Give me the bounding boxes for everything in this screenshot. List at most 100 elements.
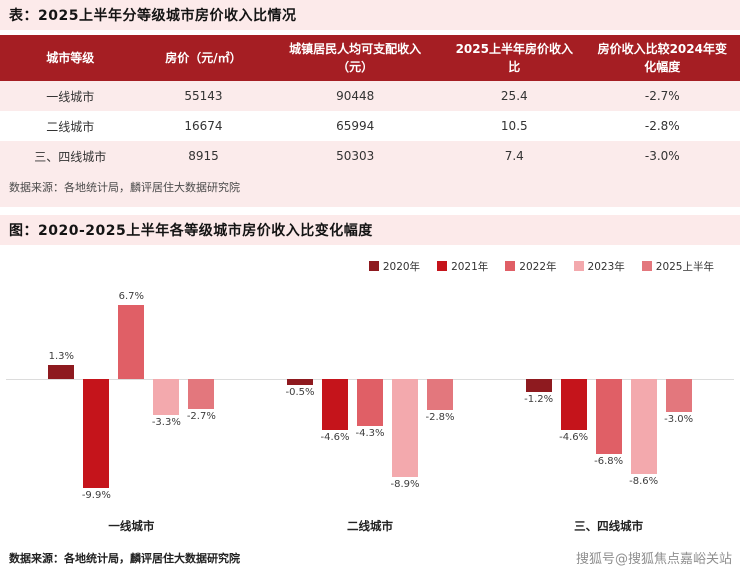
legend-label: 2020年 [382,260,421,273]
bar-column: -8.9% [390,279,419,514]
bar-2023年-二线城市 [391,379,418,477]
bar-column: 1.3% [48,279,75,514]
bar-value-label: -3.0% [664,414,694,425]
table-title: 表：2025上半年分等级城市房价收入比情况 [0,0,740,30]
bar-group-2: -0.5% -4.6% -4.3% -8.9% -2.8% [285,279,454,514]
table-row: 二线城市 16674 65994 10.5 -2.8% [0,111,740,141]
category-row: 一线城市 二线城市 三、四线城市 [0,518,740,534]
bar-chart-plot: 1.3% -9.9% 6.7% -3.3% -2.7% -0.5% -4.6% -4.3% -8… [0,279,740,514]
bar-value-label: 6.7% [118,291,145,303]
bar-column: -9.9% [82,279,111,514]
legend-swatch [573,261,584,271]
legend-swatch [641,261,652,271]
legend-swatch [368,261,379,271]
section-gap [0,207,740,215]
cell-ratio: 10.5 [443,111,585,141]
chart-legend: 2020年 2021年 2022年 2023年 2025上半年 [0,245,740,279]
legend-label: 2021年 [451,260,489,273]
bar-column: 6.7% [118,279,145,514]
bar-value-label: -2.7% [186,410,216,422]
bar-column: -2.8% [425,279,454,514]
bar-value-label: -8.9% [390,478,420,490]
cell-income: 65994 [266,111,444,141]
cell-tier: 一线城市 [0,81,141,111]
bar-column: -1.2% [524,279,553,514]
bar-2021年-一线城市 [83,379,110,488]
cell-tier: 三、四线城市 [0,141,141,171]
bar-value-label: -6.8% [594,455,624,467]
bar-2025上半年-一线城市 [188,379,215,409]
chart-title: 图：2020-2025上半年各等级城市房价收入比变化幅度 [0,215,740,245]
bar-2020年-一线城市 [48,364,75,379]
table-row: 三、四线城市 8915 50303 7.4 -3.0% [0,141,740,171]
legend-label: 2022年 [519,260,557,273]
bar-value-label: -4.6% [559,431,589,443]
cell-income: 90448 [266,81,444,111]
table-row: 一线城市 55143 90448 25.4 -2.7% [0,81,740,111]
footer: 数据来源：各地统计局，麟评居住大数据研究院 搜狐号@搜狐焦点嘉峪关站 [0,534,740,568]
bar-2025上半年-三、四线城市 [665,379,692,412]
cell-change: -2.7% [584,81,740,111]
category-label: 二线城市 [347,519,393,533]
bar-value-label: -8.6% [629,475,659,487]
bar-2021年-二线城市 [321,379,348,430]
bar-2020年-三、四线城市 [525,379,552,393]
bar-2025上半年-二线城市 [426,379,453,410]
bar-group-3: -1.2% -4.6% -6.8% -8.6% -3.0% [524,279,693,514]
watermark: 搜狐号@搜狐焦点嘉峪关站 [575,552,732,567]
bar-2020年-二线城市 [286,379,313,385]
category-label: 三、四线城市 [574,519,644,533]
cell-price: 16674 [140,111,267,141]
bar-column: -4.6% [559,279,588,514]
chart-section: 2020年 2021年 2022年 2023年 2025上半年 1.3% -9.9% 6.7… [0,245,740,534]
col-header-ratio: 2025上半年房价收入比 [443,35,585,81]
bar-2022年-二线城市 [356,379,383,427]
bar-value-label: -9.9% [81,489,111,501]
cell-ratio: 25.4 [443,81,585,111]
legend-swatch [505,261,516,271]
legend-item: 2021年 [437,259,488,274]
bar-value-label: -2.8% [425,411,455,423]
bar-column: -6.8% [594,279,623,514]
bar-value-label: -1.2% [524,394,554,406]
col-header-city-tier: 城市等级 [0,35,141,81]
bar-column: -8.6% [629,279,658,514]
col-header-price: 房价（元/㎡） [140,35,267,81]
bar-value-label: -4.6% [320,431,350,443]
legend-item: 2025上半年 [641,259,714,274]
bar-column: -3.3% [152,279,181,514]
cell-ratio: 7.4 [443,141,585,171]
cell-tier: 二线城市 [0,111,141,141]
cell-income: 50303 [266,141,444,171]
bar-value-label: -3.3% [151,417,181,429]
legend-item: 2020年 [368,259,421,274]
legend-item: 2022年 [505,259,557,274]
bar-2022年-三、四线城市 [595,379,622,454]
col-header-change: 房价收入比较2024年变化幅度 [584,35,740,81]
bar-group-1: 1.3% -9.9% 6.7% -3.3% -2.7% [48,279,216,514]
data-table: 城市等级 房价（元/㎡） 城镇居民人均可支配收入（元） 2025上半年房价收入比… [0,35,740,171]
cell-price: 55143 [140,81,267,111]
bar-2023年-三、四线城市 [630,379,657,474]
bar-column: -3.0% [664,279,693,514]
cell-change: -3.0% [584,141,740,171]
bar-column: -4.6% [320,279,349,514]
bar-column: -2.7% [187,279,216,514]
bar-2023年-一线城市 [153,379,180,416]
legend-label: 2025上半年 [655,260,714,273]
table-source: 数据来源：各地统计局，麟评居住大数据研究院 [0,171,740,207]
legend-swatch [437,261,448,271]
bar-value-label: -4.3% [355,428,385,440]
bar-2021年-三、四线城市 [560,379,587,430]
chart-source: 数据来源：各地统计局，麟评居住大数据研究院 [9,551,240,565]
bar-value-label: -0.5% [285,386,315,398]
bar-column: -0.5% [285,279,314,514]
bar-column: -4.3% [355,279,384,514]
table-header-row: 城市等级 房价（元/㎡） 城镇居民人均可支配收入（元） 2025上半年房价收入比… [0,35,740,81]
cell-change: -2.8% [584,111,740,141]
category-label: 一线城市 [108,519,155,533]
bar-2022年-一线城市 [118,305,145,379]
legend-item: 2023年 [573,259,625,274]
legend-label: 2023年 [587,260,625,273]
page: 表：2025上半年分等级城市房价收入比情况 城市等级 房价（元/㎡） 城镇居民人… [0,0,740,567]
